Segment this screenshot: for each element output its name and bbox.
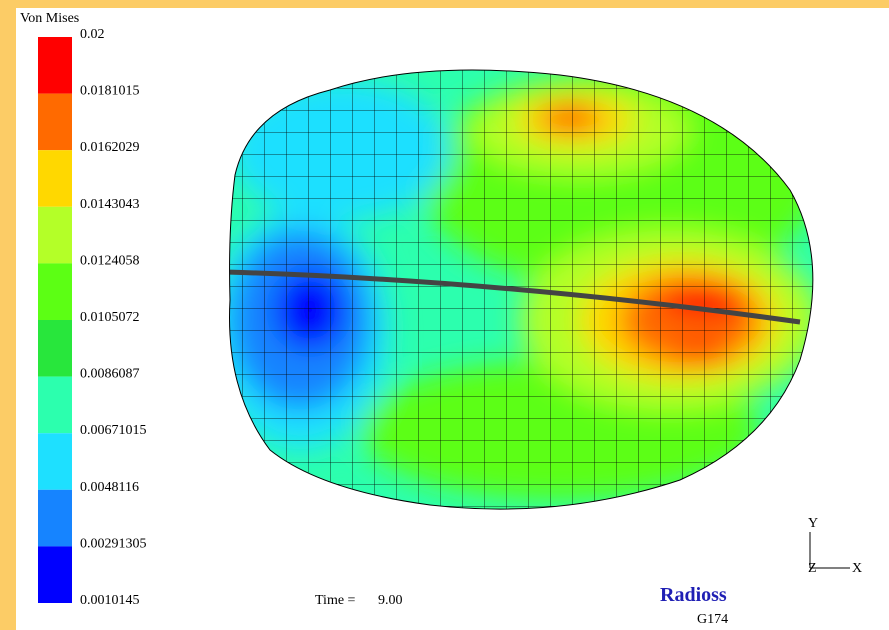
legend-swatch	[38, 207, 72, 264]
legend-swatch	[38, 433, 72, 490]
legend-label: 0.02	[80, 27, 105, 42]
legend-swatch	[38, 320, 72, 377]
axis-y: Y	[808, 516, 818, 531]
brand: Radioss	[660, 584, 727, 606]
legend-label: 0.0143043	[80, 197, 140, 212]
legend-label: 0.00671015	[80, 423, 147, 438]
legend-label: 0.0010145	[80, 593, 140, 608]
legend-swatch	[38, 546, 72, 603]
legend-swatch	[38, 94, 72, 151]
page: Von Mises 0.02 0.0181015 0.0162029 0.014304…	[0, 0, 889, 630]
time-label: Time =	[315, 593, 356, 608]
legend-swatch	[38, 150, 72, 207]
legend-swatch	[38, 263, 72, 320]
legend-label: 0.0105072	[80, 310, 140, 325]
model-id: G174	[697, 612, 728, 627]
legend-label: 0.0086087	[80, 367, 140, 382]
time-value: 9.00	[378, 593, 403, 608]
legend-swatch	[38, 490, 72, 547]
legend-swatch	[38, 37, 72, 94]
axis-x: X	[852, 561, 862, 576]
legend-label: 0.0124058	[80, 253, 140, 268]
legend-label: 0.00291305	[80, 536, 147, 551]
legend-label: 0.0048116	[80, 480, 139, 495]
legend-swatch	[38, 377, 72, 434]
legend-label: 0.0162029	[80, 140, 140, 155]
axis-z: Z	[808, 561, 817, 576]
legend-label: 0.0181015	[80, 84, 140, 99]
viewer: Von Mises 0.02 0.0181015 0.0162029 0.014304…	[0, 0, 889, 630]
legend-title: Von Mises	[20, 11, 79, 26]
